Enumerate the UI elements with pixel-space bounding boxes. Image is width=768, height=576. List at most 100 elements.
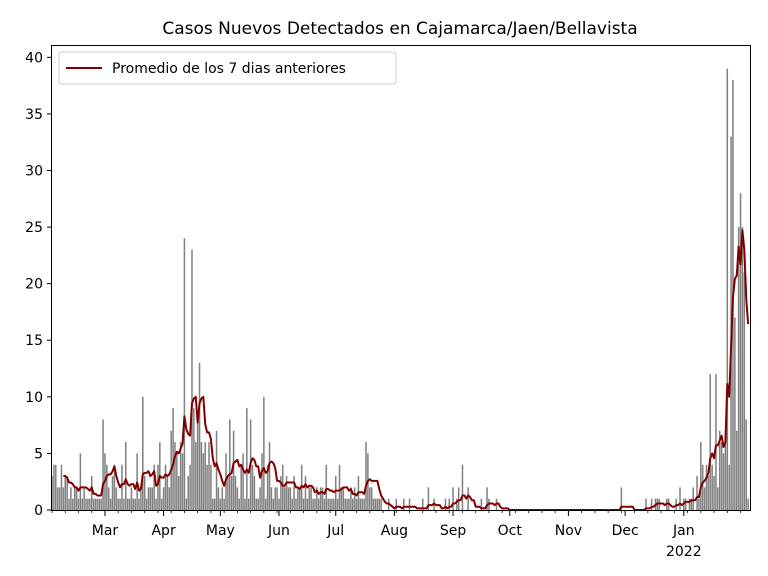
bar bbox=[289, 487, 292, 510]
bar bbox=[119, 498, 121, 510]
bar bbox=[123, 498, 125, 510]
bar bbox=[717, 487, 719, 510]
bar bbox=[268, 442, 271, 510]
bar bbox=[703, 487, 706, 510]
bar bbox=[140, 487, 142, 510]
bar bbox=[698, 498, 700, 510]
bar bbox=[107, 487, 110, 510]
bar bbox=[77, 498, 80, 510]
bar bbox=[452, 487, 454, 510]
bar bbox=[728, 464, 730, 510]
y-tick-label: 30 bbox=[25, 163, 43, 179]
bar bbox=[739, 193, 742, 510]
bar bbox=[720, 442, 723, 510]
y-axis: 0 5 10 15 20 25 30 35 40 bbox=[25, 50, 52, 519]
bar bbox=[319, 487, 322, 510]
bar bbox=[181, 453, 184, 510]
bar bbox=[724, 430, 727, 510]
bar bbox=[342, 487, 345, 510]
bar bbox=[361, 498, 363, 510]
bar bbox=[234, 476, 237, 510]
bar bbox=[372, 498, 375, 510]
bar bbox=[132, 498, 135, 510]
bar bbox=[62, 487, 65, 510]
bar bbox=[96, 498, 99, 510]
bar bbox=[701, 464, 704, 510]
bar bbox=[348, 498, 350, 510]
y-tick-label: 5 bbox=[34, 446, 43, 462]
x-tick-label: Jan bbox=[672, 523, 695, 539]
x-tick-label: May bbox=[206, 523, 235, 539]
x-tick-label: Sep bbox=[440, 523, 467, 539]
bar-series bbox=[51, 68, 749, 511]
bar bbox=[285, 476, 288, 510]
bar bbox=[168, 487, 171, 510]
bar bbox=[212, 498, 214, 510]
x-tick-sublabel: 2022 bbox=[666, 544, 702, 560]
x-tick-label: Apr bbox=[151, 523, 175, 539]
bar bbox=[266, 464, 269, 510]
bar bbox=[395, 498, 398, 510]
bar bbox=[68, 498, 70, 510]
bar bbox=[448, 498, 450, 510]
bar bbox=[338, 464, 341, 510]
bar bbox=[183, 238, 186, 510]
bar bbox=[310, 487, 312, 510]
bar bbox=[467, 487, 469, 510]
bar bbox=[295, 498, 297, 510]
y-tick-label: 40 bbox=[25, 50, 43, 66]
legend-box bbox=[58, 51, 397, 85]
bar bbox=[352, 498, 354, 510]
bar bbox=[287, 487, 290, 510]
bar bbox=[244, 498, 246, 510]
bar bbox=[227, 476, 229, 510]
bar bbox=[196, 419, 199, 510]
bar bbox=[70, 487, 72, 510]
bar bbox=[90, 476, 93, 510]
bar bbox=[200, 442, 203, 510]
bar bbox=[83, 487, 85, 510]
bar bbox=[153, 464, 155, 510]
bar bbox=[327, 498, 329, 510]
bar bbox=[232, 430, 235, 510]
bar bbox=[221, 487, 223, 510]
bar bbox=[89, 498, 91, 510]
bar bbox=[726, 68, 729, 510]
x-tick-label: Jun bbox=[267, 523, 290, 539]
bar bbox=[113, 464, 116, 510]
bar bbox=[283, 487, 286, 510]
bar bbox=[198, 362, 201, 510]
bar bbox=[709, 374, 712, 510]
bar bbox=[741, 227, 744, 510]
bar bbox=[344, 498, 346, 510]
bar bbox=[145, 498, 148, 510]
bar bbox=[323, 498, 326, 510]
bar bbox=[72, 498, 74, 510]
bar bbox=[247, 498, 250, 510]
bar bbox=[151, 487, 154, 510]
y-tick-label: 25 bbox=[25, 220, 43, 236]
bar bbox=[149, 487, 152, 510]
bar bbox=[240, 464, 242, 510]
bar bbox=[176, 453, 178, 510]
bar bbox=[369, 487, 371, 510]
bar bbox=[645, 498, 647, 510]
bar bbox=[340, 487, 343, 510]
bar bbox=[715, 374, 717, 510]
x-tick-label: Oct bbox=[498, 523, 523, 539]
bar bbox=[238, 498, 241, 510]
bar bbox=[316, 487, 318, 510]
x-tick-label: Aug bbox=[381, 523, 408, 539]
bar bbox=[263, 396, 265, 510]
bar bbox=[747, 498, 749, 510]
bar bbox=[111, 476, 114, 510]
bar bbox=[317, 498, 320, 510]
bar bbox=[134, 498, 136, 510]
bar bbox=[73, 487, 76, 510]
bar bbox=[253, 476, 256, 510]
bar bbox=[679, 487, 681, 510]
bar bbox=[66, 476, 68, 510]
bar bbox=[403, 498, 405, 510]
bar bbox=[58, 487, 61, 510]
